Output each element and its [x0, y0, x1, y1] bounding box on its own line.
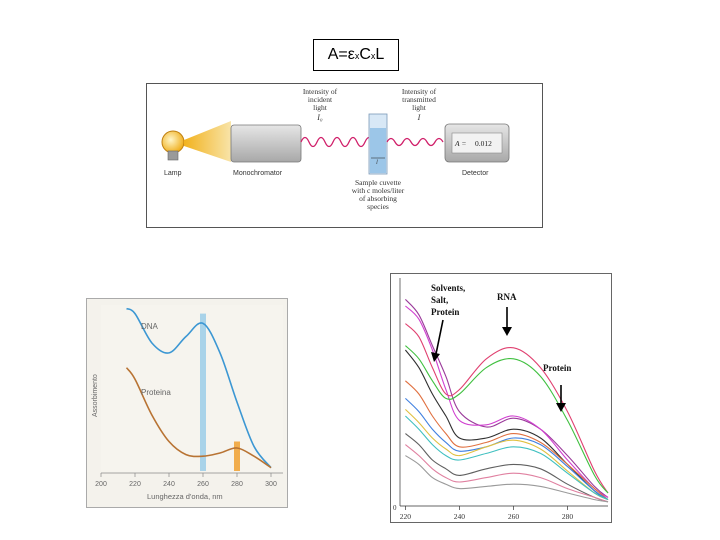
spectrophotometer-svg: Lamp Monochromator Intensity of incident… — [161, 87, 510, 211]
formula-c: C — [359, 46, 371, 63]
right-x-tick-label: 280 — [562, 512, 574, 521]
incident-label-2: incident — [308, 95, 333, 104]
annotation-rna: RNA — [497, 292, 517, 302]
right-spectrum-line-10 — [405, 433, 609, 503]
left-x-tick-label: 280 — [231, 481, 243, 488]
transmitted-light-wave — [386, 137, 444, 147]
incident-symbol: I₀ — [316, 113, 323, 122]
formula-epsilon: ε — [347, 46, 355, 63]
formula-l: L — [375, 46, 385, 63]
arrow-solvents-head — [431, 352, 440, 362]
right-spectrum-line-2 — [405, 305, 609, 498]
left-series-line-dna — [126, 307, 272, 469]
left-x-tick-label: 220 — [129, 481, 141, 488]
right-spectrum-line-1 — [404, 299, 609, 498]
arrow-rna-head — [502, 327, 512, 336]
transmitted-label-2: transmitted — [402, 95, 436, 104]
left-x-tick-label: 240 — [163, 481, 175, 488]
left-series-label-protein: Proteina — [141, 388, 171, 397]
annotation-solvents-1: Solvents, — [431, 283, 465, 293]
detector-readout-value: 0.012 — [475, 139, 492, 148]
dna-protein-chart-svg: 200 220 240 260 280 300 Assorbimento Lunghezz… — [92, 305, 283, 501]
monochromator-box — [230, 124, 302, 163]
arrow-solvents-shaft — [435, 319, 444, 355]
absorbance-spectra-svg: 220 240 260 280 0 Solvents, Salt, Protein R… — [393, 278, 609, 521]
incident-light-wave — [300, 136, 382, 148]
left-y-axis-label: Assorbimento — [92, 374, 99, 417]
transmitted-symbol: I — [417, 113, 421, 122]
formula-times-2: x — [370, 51, 376, 61]
right-spectrum-line-3 — [405, 323, 609, 494]
left-series-line-proteina — [125, 367, 272, 469]
right-plot-area — [400, 278, 608, 506]
left-x-axis-label: Lunghezza d'onda, nm — [147, 492, 223, 501]
right-spectrum-line-5 — [404, 349, 609, 501]
arrow-protein-head — [556, 403, 566, 412]
left-x-tick-label: 300 — [265, 481, 277, 488]
formula-a: A= — [327, 46, 348, 63]
right-spectrum-line-4 — [405, 345, 609, 494]
cuvette-label-3: of absorbing — [359, 194, 397, 203]
highlight-band-280 — [234, 441, 240, 471]
cuvette-label-4: species — [367, 202, 389, 211]
right-y-tick-0: 0 — [393, 504, 397, 512]
annotation-protein: Protein — [543, 363, 571, 373]
cuvette-label-1: Sample cuvette — [355, 178, 402, 187]
right-spectrum-line-11 — [405, 444, 609, 503]
sample-cuvette — [368, 113, 388, 175]
left-x-tick-label: 260 — [197, 481, 209, 488]
absorbance-spectra-chart: 220 240 260 280 0 Solvents, Salt, Protein R… — [390, 273, 612, 523]
cuvette-label-2: with c moles/liter — [352, 186, 405, 195]
beer-lambert-formula: A=εxCxL — [313, 39, 399, 71]
right-spectrum-line-6 — [405, 380, 609, 501]
right-x-tick-label: 220 — [400, 512, 412, 521]
right-x-tick-label: 260 — [508, 512, 520, 521]
incident-label-3: light — [313, 103, 328, 112]
right-spectrum-line-8 — [405, 409, 609, 501]
light-beam — [184, 121, 231, 162]
annotation-solvents-3: Protein — [431, 307, 459, 317]
highlight-band-260 — [200, 313, 206, 471]
monochromator-label: Monochromator — [233, 170, 283, 177]
cuvette-width-symbol: l — [376, 160, 378, 166]
lamp-label: Lamp — [164, 170, 182, 177]
left-series-label-dna: DNA — [141, 322, 159, 331]
annotation-solvents-2: Salt, — [431, 295, 448, 305]
left-x-tick-label: 200 — [95, 481, 107, 488]
dna-protein-absorbance-chart: 200 220 240 260 280 300 Assorbimento Lunghezz… — [86, 298, 288, 508]
detector-label: Detector — [462, 170, 489, 177]
incident-label-1: Intensity of — [303, 87, 338, 96]
formula-times-1: x — [354, 51, 360, 61]
right-spectrum-line-9 — [405, 415, 609, 501]
detector-readout-prefix: A = — [454, 139, 466, 148]
detector-readout-panel — [451, 132, 503, 154]
transmitted-label-3: light — [412, 103, 427, 112]
right-spectrum-line-12 — [405, 455, 609, 503]
right-x-tick-label: 240 — [454, 512, 466, 521]
transmitted-label-1: Intensity of — [402, 87, 437, 96]
spectrophotometer-diagram: Lamp Monochromator Intensity of incident… — [146, 83, 543, 228]
lamp-icon — [161, 130, 185, 161]
